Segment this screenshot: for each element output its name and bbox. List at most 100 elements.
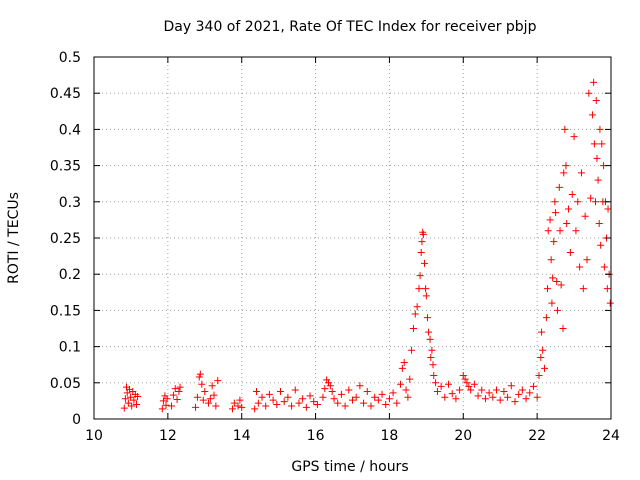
- data-point: [393, 399, 401, 407]
- x-tick-label: 14: [233, 428, 251, 444]
- data-point: [563, 220, 571, 228]
- data-point: [230, 399, 238, 407]
- data-point: [210, 391, 218, 399]
- data-point: [570, 133, 578, 141]
- data-point: [496, 396, 504, 404]
- data-point: [169, 391, 177, 399]
- data-point: [552, 209, 560, 217]
- data-point: [421, 259, 429, 267]
- data-point: [507, 382, 515, 390]
- data-point: [120, 404, 128, 412]
- data-point: [518, 386, 526, 394]
- data-point: [535, 372, 543, 380]
- data-point: [500, 387, 508, 395]
- data-point: [252, 387, 260, 395]
- data-point: [425, 328, 433, 336]
- data-point: [592, 96, 600, 104]
- data-point: [456, 386, 464, 394]
- data-point: [418, 238, 426, 246]
- data-point: [385, 395, 393, 403]
- data-point: [276, 387, 284, 395]
- data-point: [163, 395, 171, 403]
- data-point: [319, 393, 327, 401]
- x-tick-label: 16: [307, 428, 325, 444]
- data-point: [341, 402, 349, 410]
- data-point: [541, 364, 549, 372]
- data-point: [313, 401, 321, 409]
- y-tick-label: 0.35: [50, 159, 81, 175]
- x-tick-label: 22: [528, 428, 546, 444]
- data-point: [134, 393, 142, 401]
- data-point: [591, 198, 599, 206]
- data-point: [600, 263, 608, 271]
- data-point: [295, 399, 303, 407]
- data-point: [228, 405, 236, 413]
- data-point: [465, 382, 473, 390]
- data-point: [560, 169, 568, 177]
- data-point: [489, 393, 497, 401]
- data-point: [158, 405, 166, 413]
- data-point: [577, 169, 585, 177]
- data-point: [360, 399, 368, 407]
- data-point: [547, 256, 555, 264]
- data-point: [330, 395, 338, 403]
- data-point: [236, 396, 244, 404]
- data-point: [568, 191, 576, 199]
- data-point: [445, 380, 453, 388]
- data-point: [562, 162, 570, 170]
- data-point: [334, 399, 342, 407]
- data-point: [553, 306, 561, 314]
- data-point: [291, 386, 299, 394]
- data-point: [597, 241, 605, 249]
- x-tick-labels: 10 12 14 16 18 20 22 24: [85, 428, 620, 444]
- y-tick-label: 0.45: [50, 86, 81, 102]
- data-point: [419, 230, 427, 238]
- data-point: [423, 314, 431, 322]
- data-point: [378, 390, 386, 398]
- data-point: [603, 285, 611, 293]
- data-point: [363, 387, 371, 395]
- data-point: [199, 396, 207, 404]
- data-point: [428, 346, 436, 354]
- data-point: [461, 375, 469, 383]
- y-tick-label: 0.2: [59, 267, 81, 283]
- data-point: [415, 285, 423, 293]
- data-point: [162, 401, 170, 409]
- data-point: [337, 390, 345, 398]
- data-point: [389, 389, 397, 397]
- data-point: [493, 386, 501, 394]
- y-tick-label: 0.05: [50, 376, 81, 392]
- data-point: [306, 392, 314, 400]
- data-point: [382, 401, 390, 409]
- data-point: [422, 285, 430, 293]
- data-point: [566, 248, 574, 256]
- data-point: [585, 89, 593, 97]
- data-point: [459, 372, 467, 380]
- data-point: [481, 395, 489, 403]
- data-point: [198, 380, 206, 388]
- data-point: [427, 353, 435, 361]
- x-tick-label: 10: [85, 428, 103, 444]
- data-point: [345, 386, 353, 394]
- data-point: [511, 398, 519, 406]
- data-point: [478, 386, 486, 394]
- data-point: [288, 402, 296, 410]
- chart-title: Day 340 of 2021, Rate Of TEC Index for r…: [164, 19, 537, 35]
- data-point: [404, 393, 412, 401]
- data-point: [280, 398, 288, 406]
- y-axis-label: ROTI / TECUs: [6, 192, 22, 284]
- data-point: [367, 402, 375, 410]
- data-point: [515, 390, 523, 398]
- data-point: [130, 396, 138, 404]
- data-point: [485, 389, 493, 397]
- y-tick-label: 0: [72, 412, 81, 428]
- y-tick-label: 0.5: [59, 50, 81, 66]
- data-point: [195, 373, 203, 381]
- data-point: [590, 140, 598, 148]
- y-tick-label: 0.3: [59, 195, 81, 211]
- data-point: [411, 310, 419, 318]
- plot-frame: [93, 56, 612, 420]
- data-point: [208, 382, 216, 390]
